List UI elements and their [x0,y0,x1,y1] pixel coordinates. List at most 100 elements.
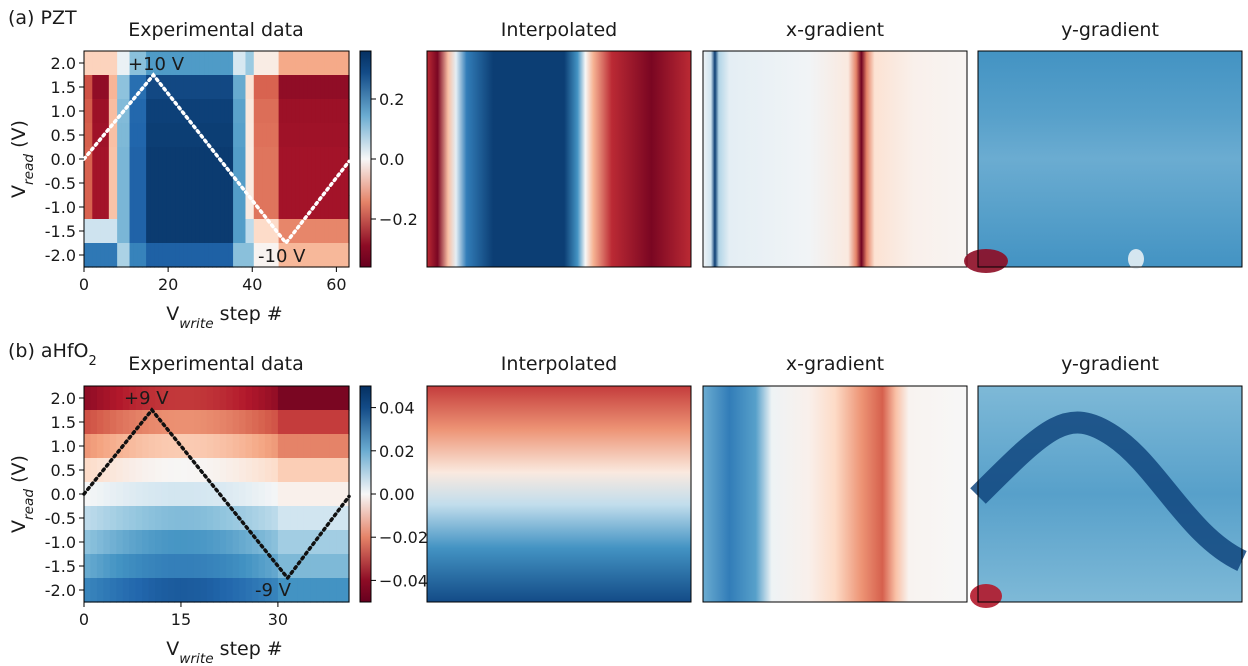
heatmap-cell [112,243,118,268]
heatmap-cell [168,554,176,579]
heatmap-cell [278,147,284,172]
heatmap-cell [224,51,230,76]
heatmap-cell [328,123,334,148]
heatmap-cell [315,99,321,124]
heatmap-cell [277,482,285,507]
heatmap-cell [241,243,247,268]
heatmap-cell [187,243,193,268]
heatmap-cell [112,123,118,148]
heatmap-cell [129,99,135,124]
heatmap-cell [336,51,342,76]
y-gradient-b-spot [970,584,1002,608]
heatmap-cell [206,482,214,507]
heatmap-cell [320,219,325,244]
heatmap-cell [179,219,184,244]
y-gradient-a-spot [964,249,1008,273]
heatmap-cell [282,75,288,100]
heatmap-cell [183,243,189,268]
heatmap-cell [170,147,176,172]
heatmap-cell [191,195,197,220]
heatmap-cell [150,243,155,268]
heatmap-cell [170,243,176,268]
heatmap-cell [320,123,325,148]
experimental-heatmap-b [84,386,350,603]
heatmap-cell [179,123,184,148]
heatmap-cell [328,195,334,220]
heatmap-cell [191,123,197,148]
heatmap-cell [112,99,118,124]
heatmap-cell [297,482,305,507]
heatmap-cell [277,410,285,435]
plot-frame [702,385,968,603]
heatmap-cell [249,147,255,172]
heatmap-cell [146,75,151,100]
heatmap-cell [297,386,305,411]
heatmap-cell [199,195,205,220]
heatmap-cell [262,75,267,100]
subplot-title: y-gradient [1061,353,1159,375]
heatmap-cell [282,99,288,124]
heatmap-cell [116,482,124,507]
heatmap-cell [233,123,238,148]
heatmap-cell [90,506,98,531]
heatmap-cell [122,554,130,579]
heatmap-cell [166,147,172,172]
heatmap-cell [103,482,111,507]
heatmap-cell [150,219,155,244]
heatmap-cell [112,75,118,100]
heatmap-cell [226,506,234,531]
heatmap-cell [166,75,172,100]
heatmap-cell [92,195,98,220]
heatmap-cell [303,219,309,244]
heatmap-cell [116,410,124,435]
heatmap-cell [88,195,93,220]
subplot-title: x-gradient [786,19,884,41]
heatmap-cell [84,386,92,411]
heatmap-cell [264,530,273,555]
heatmap-cell [258,410,266,435]
heatmap-cell [233,195,238,220]
heatmap-cell [137,51,143,76]
heatmap-cell [191,99,197,124]
heatmap-cell [162,147,168,172]
heatmap-cell [233,219,238,244]
heatmap-cell [135,530,143,555]
heatmap-cell [174,458,182,483]
heatmap-cell [332,219,338,244]
heatmap-cell [336,75,342,100]
heatmap-cell [104,147,110,172]
heatmap-cell [286,99,292,124]
heatmap-cell [220,195,226,220]
heatmap-cell [199,219,205,244]
heatmap-cell [90,554,98,579]
heatmap-cell [166,243,172,268]
heatmap-cell [284,578,292,603]
heatmap-cell [175,51,180,76]
y-gradient-b-band [970,411,1248,571]
heatmap-cell [191,219,197,244]
heatmap-cell [161,386,169,411]
heatmap-cell [297,434,305,459]
heatmap-cell [340,171,346,196]
heatmap-cell [295,75,300,100]
heatmap-cell [142,554,150,579]
heatmap-cell [193,554,201,579]
heatmap-cell [253,123,259,148]
heatmap-cell [271,434,279,459]
heatmap-cell [258,554,266,579]
heatmap-cell [336,171,342,196]
heatmap-cell [241,75,247,100]
heatmap-cell [290,578,298,603]
heatmap-cell [199,75,205,100]
heatmap-cell [258,434,266,459]
heatmap-cell [180,410,189,435]
heatmap-cell [84,554,92,579]
heatmap-cell [295,171,300,196]
x-tick-label: 0 [79,610,89,629]
heatmap-cell [158,51,164,76]
heatmap-cell [100,171,106,196]
heatmap-cell [249,195,255,220]
heatmap-cell [284,458,292,483]
heatmap-cell [303,195,309,220]
heatmap-cell [239,482,247,507]
